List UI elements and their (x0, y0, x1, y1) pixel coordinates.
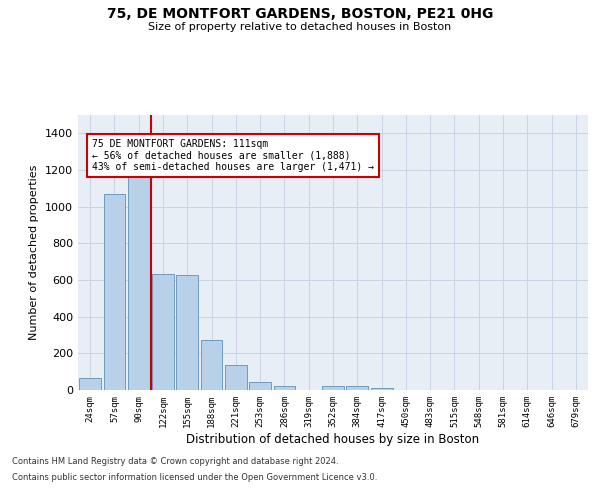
Y-axis label: Number of detached properties: Number of detached properties (29, 165, 40, 340)
Bar (176, 274, 198, 390)
Text: Contains HM Land Registry data © Crown copyright and database right 2024.: Contains HM Land Registry data © Crown c… (12, 458, 338, 466)
Bar (274, 386, 295, 390)
Bar (346, 386, 368, 390)
Bar (200, 340, 223, 390)
Bar (128, 178, 149, 390)
Bar (322, 386, 344, 390)
Text: 75 DE MONTFORT GARDENS: 111sqm
← 56% of detached houses are smaller (1,888)
43% : 75 DE MONTFORT GARDENS: 111sqm ← 56% of … (92, 139, 374, 172)
Bar (104, 194, 125, 390)
X-axis label: Distribution of detached houses by size in Boston: Distribution of detached houses by size … (187, 432, 479, 446)
Bar (152, 274, 174, 390)
Bar (79, 378, 101, 390)
Text: Contains public sector information licensed under the Open Government Licence v3: Contains public sector information licen… (12, 472, 377, 482)
Text: 75, DE MONTFORT GARDENS, BOSTON, PE21 0HG: 75, DE MONTFORT GARDENS, BOSTON, PE21 0H… (107, 8, 493, 22)
Text: Size of property relative to detached houses in Boston: Size of property relative to detached ho… (148, 22, 452, 32)
Bar (225, 365, 247, 390)
Bar (249, 382, 271, 390)
Bar (371, 388, 392, 390)
